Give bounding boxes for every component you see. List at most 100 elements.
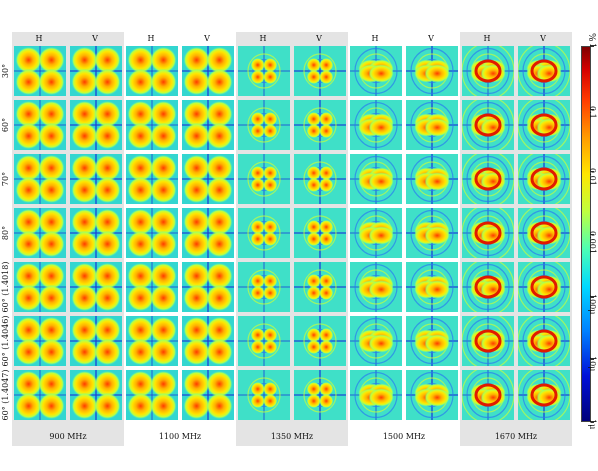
pattern-ring	[303, 377, 337, 413]
pattern-lobe	[306, 58, 321, 72]
frequency-label: 1100 MHz	[158, 432, 202, 441]
beam-pattern-tile	[70, 262, 122, 312]
beam-pattern-tile	[70, 370, 122, 420]
pattern-ring	[308, 166, 332, 192]
pattern-ring	[252, 58, 276, 84]
beam-pattern-tile	[14, 154, 66, 204]
pattern-lobe	[38, 177, 65, 203]
row-label: 60° (1.4047)	[1, 369, 10, 421]
pattern-ring	[247, 377, 281, 413]
pattern-lobe	[150, 209, 177, 235]
pattern-core-ring	[474, 383, 502, 407]
pattern-lobe	[319, 286, 334, 300]
pattern-lobe	[127, 393, 154, 419]
polarization-header: H	[35, 34, 43, 43]
pattern-lobe	[424, 280, 450, 299]
pattern-ring	[522, 155, 566, 203]
pattern-lobe	[71, 285, 98, 311]
pattern-ring	[308, 220, 332, 246]
beam-pattern-tile	[294, 46, 346, 96]
pattern-lobe	[250, 382, 265, 396]
pattern-lobe	[38, 47, 65, 73]
colorbar-label: 100μ	[588, 293, 597, 315]
beam-pattern-tile	[14, 262, 66, 312]
pattern-ring	[303, 215, 337, 251]
pattern-lobe	[150, 317, 177, 343]
beam-pattern-tile	[350, 208, 402, 258]
pattern-lobe	[206, 285, 233, 311]
pattern-ring	[410, 263, 454, 311]
beam-pattern-tile	[518, 262, 570, 312]
pattern-core-ring	[474, 59, 502, 83]
pattern-lobe	[150, 101, 177, 127]
pattern-lobe	[38, 101, 65, 127]
pattern-lobe	[263, 382, 278, 396]
pattern-lobe	[319, 274, 334, 288]
pattern-lobe	[150, 285, 177, 311]
pattern-ring	[354, 47, 398, 95]
pattern-lobe	[206, 339, 233, 365]
pattern-lobe	[94, 339, 121, 365]
pattern-lobe	[250, 340, 265, 354]
pattern-ring	[303, 107, 337, 143]
beam-pattern-tile	[14, 46, 66, 96]
pattern-lobe	[263, 166, 278, 180]
pattern-lobe	[183, 123, 210, 149]
pattern-lobe	[94, 177, 121, 203]
pattern-lobe	[183, 231, 210, 257]
pattern-lobe	[38, 339, 65, 365]
pattern-ring	[252, 220, 276, 246]
pattern-ring	[466, 101, 510, 149]
pattern-core-ring	[474, 275, 502, 299]
pattern-lobe	[263, 124, 278, 138]
colorbar-tick	[591, 171, 594, 173]
pattern-lobe	[150, 263, 177, 289]
pattern-lobe	[319, 58, 334, 72]
pattern-lobe	[94, 123, 121, 149]
beam-pattern-tile	[406, 370, 458, 420]
pattern-ring	[354, 155, 398, 203]
pattern-lobe	[127, 101, 154, 127]
beam-pattern-tile	[294, 100, 346, 150]
beam-pattern-tile	[70, 208, 122, 258]
beam-pattern-tile	[182, 262, 234, 312]
polarization-header: H	[483, 34, 491, 43]
polarization-header: V	[204, 34, 210, 43]
pattern-lobe	[306, 274, 321, 288]
pattern-lobe	[206, 393, 233, 419]
pattern-lobe	[94, 285, 121, 311]
beam-pattern-tile	[126, 262, 178, 312]
beam-pattern-tile	[462, 46, 514, 96]
pattern-lobe	[127, 263, 154, 289]
pattern-ring	[303, 53, 337, 89]
row-label: 30°	[1, 63, 10, 79]
pattern-lobe	[71, 339, 98, 365]
beam-pattern-tile	[350, 316, 402, 366]
pattern-lobe	[319, 328, 334, 342]
pattern-lobe	[15, 101, 42, 127]
pattern-ring	[466, 209, 510, 257]
pattern-ring	[522, 317, 566, 365]
row-label: 60° (1.4018)	[1, 261, 10, 313]
pattern-lobe	[183, 177, 210, 203]
pattern-lobe	[319, 382, 334, 396]
pattern-ring	[354, 263, 398, 311]
pattern-ring	[522, 263, 566, 311]
pattern-lobe	[71, 317, 98, 343]
beam-pattern-tile	[462, 100, 514, 150]
pattern-lobe	[206, 263, 233, 289]
pattern-ring	[466, 263, 510, 311]
colorbar-label: 0.01	[588, 168, 597, 187]
pattern-ring	[247, 269, 281, 305]
beam-pattern-tile	[406, 154, 458, 204]
colorbar-tick	[591, 359, 594, 361]
pattern-lobe	[250, 394, 265, 408]
pattern-lobe	[127, 123, 154, 149]
pattern-lobe	[94, 155, 121, 181]
pattern-lobe	[250, 70, 265, 84]
pattern-lobe	[38, 209, 65, 235]
pattern-ring	[252, 112, 276, 138]
pattern-ring	[303, 323, 337, 359]
pattern-ring	[247, 161, 281, 197]
beam-pattern-tile	[462, 208, 514, 258]
